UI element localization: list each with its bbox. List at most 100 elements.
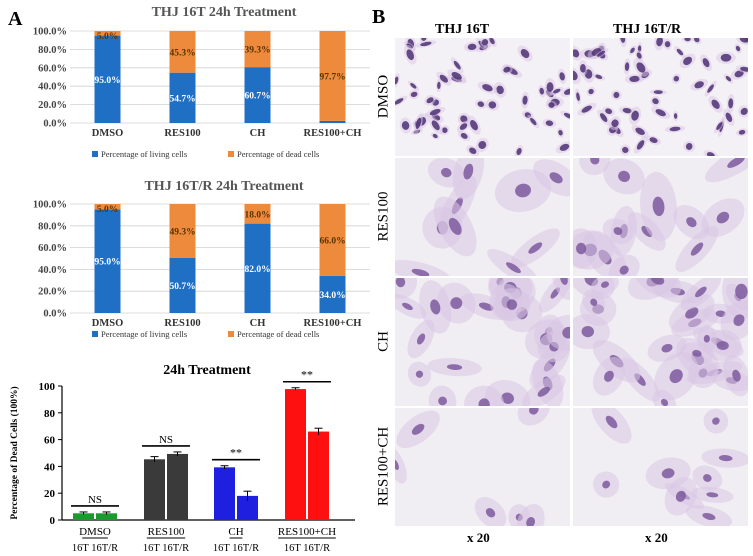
cell-nucleus	[649, 137, 658, 143]
cell-nucleus	[631, 110, 639, 121]
cell-nucleus	[503, 66, 511, 73]
y-tick-label: 80.0%	[38, 45, 67, 56]
legend-entry: Percentage of dead cells	[237, 329, 319, 339]
y-tick-label: 0.0%	[43, 119, 67, 130]
cell-nucleus	[635, 127, 645, 135]
cell-nucleus	[732, 369, 741, 382]
cell-nucleus	[546, 82, 554, 92]
data-label: 60.7%	[244, 92, 270, 102]
cell-nucleus	[516, 147, 522, 156]
cell-nucleus	[702, 512, 716, 521]
cell-nucleus	[602, 480, 611, 489]
cell-nucleus	[733, 314, 745, 327]
bar	[96, 513, 117, 520]
bar-segment-dead	[94, 204, 121, 210]
panel-label-a: A	[8, 8, 23, 30]
cell-nucleus	[410, 82, 417, 89]
cell-nucleus	[478, 302, 494, 311]
cell-nucleus	[740, 66, 748, 72]
bar	[308, 431, 329, 520]
cell-nucleus	[441, 127, 448, 133]
y-tick-label: 60.0%	[38, 243, 67, 254]
cell-nucleus	[496, 85, 504, 95]
stacked-chart-1: THJ 16T 24h Treatment 0.0% 20.0% 40.0% 60.0%…	[33, 5, 370, 159]
legend-swatch	[92, 151, 98, 157]
bar-segment-dead	[244, 31, 271, 68]
x-tick-label: CH	[250, 128, 266, 139]
micrograph-image	[395, 278, 570, 406]
cell-nucleus	[711, 99, 720, 109]
data-label: 95.0%	[94, 76, 120, 86]
cell-nucleus	[548, 102, 555, 108]
cell-nucleus	[686, 217, 697, 228]
cell-nucleus	[703, 334, 710, 343]
cell-nucleus	[590, 158, 600, 165]
cell-nucleus	[395, 76, 399, 85]
micrograph-image	[395, 158, 570, 276]
bar-segment-living	[319, 275, 346, 313]
cell-nucleus	[590, 298, 598, 306]
data-label: 49.3%	[169, 227, 195, 237]
cell-nucleus	[605, 108, 613, 114]
cell-nucleus	[660, 398, 669, 406]
cell-nucleus	[690, 242, 704, 256]
cell-nucleus	[395, 278, 406, 288]
micrograph-3-0	[395, 408, 570, 526]
chart-title: 24h Treatment	[163, 363, 251, 378]
legend-swatch	[228, 331, 234, 337]
y-tick-label: 0.0%	[43, 309, 67, 320]
cell-nucleus	[600, 113, 608, 122]
cell-nucleus	[661, 468, 675, 479]
data-label: 54.7%	[169, 94, 195, 104]
micrograph-2-1	[573, 278, 748, 406]
panel-label-b: B	[372, 6, 386, 28]
cell-nucleus	[529, 408, 539, 415]
cell-nucleus	[703, 474, 712, 482]
cell-nucleus	[520, 49, 530, 59]
row-label: CH	[375, 331, 392, 352]
column-label: THJ 16T/R	[613, 22, 682, 37]
cell-nucleus	[530, 117, 537, 126]
cell-nucleus	[675, 490, 686, 502]
y-tick-label: 100	[39, 381, 56, 393]
y-tick-label: 100.0%	[33, 200, 67, 211]
data-label: 82.0%	[244, 265, 270, 275]
cell-nucleus	[622, 108, 632, 114]
cell-nucleus	[477, 101, 485, 107]
y-tick-label: 20.0%	[38, 287, 67, 298]
x-tick-label: RES100	[164, 128, 200, 139]
y-tick-label: 60	[44, 435, 56, 447]
panel-a-charts: A THJ 16T 24h Treatment 0.0% 20.0% 40.0% 60.0…	[8, 5, 370, 554]
cell-nucleus	[727, 158, 745, 168]
legend-entry: Percentage of living cells	[101, 329, 187, 339]
significance-label: NS	[88, 494, 102, 506]
cell-nucleus	[720, 53, 732, 62]
micrograph-3-1	[573, 408, 748, 526]
cell-nucleus	[728, 98, 734, 109]
data-label: 5.0%	[97, 205, 118, 215]
cell-nucleus	[661, 343, 673, 353]
group-sublabels: 16T 16T/R	[213, 543, 259, 554]
cell-nucleus	[716, 211, 730, 224]
group-sublabels: 16T 16T/R	[72, 543, 118, 554]
y-tick-label: 40.0%	[38, 82, 67, 93]
cell-nucleus	[537, 386, 550, 397]
cell-nucleus	[573, 70, 578, 81]
cell-nucleus	[488, 101, 497, 109]
cell-nucleus	[559, 72, 565, 81]
grouped-chart: 24h Treatment Percentage of Dead Cells (1…	[9, 363, 355, 554]
cell-nucleus	[469, 147, 477, 155]
cell-nucleus	[451, 72, 462, 80]
cell-nucleus	[576, 92, 580, 101]
cell-nucleus	[669, 369, 683, 384]
cell-nucleus	[415, 370, 424, 378]
legend-swatch	[228, 151, 234, 157]
bar-segment-living	[169, 72, 196, 123]
significance-label: **	[230, 446, 242, 460]
cell-nucleus	[685, 142, 693, 150]
cell-nucleus	[515, 183, 531, 198]
cell-nucleus	[485, 508, 496, 518]
chart-title: THJ 16T 24h Treatment	[152, 5, 297, 20]
x-tick-label: RES100+CH	[304, 128, 362, 139]
